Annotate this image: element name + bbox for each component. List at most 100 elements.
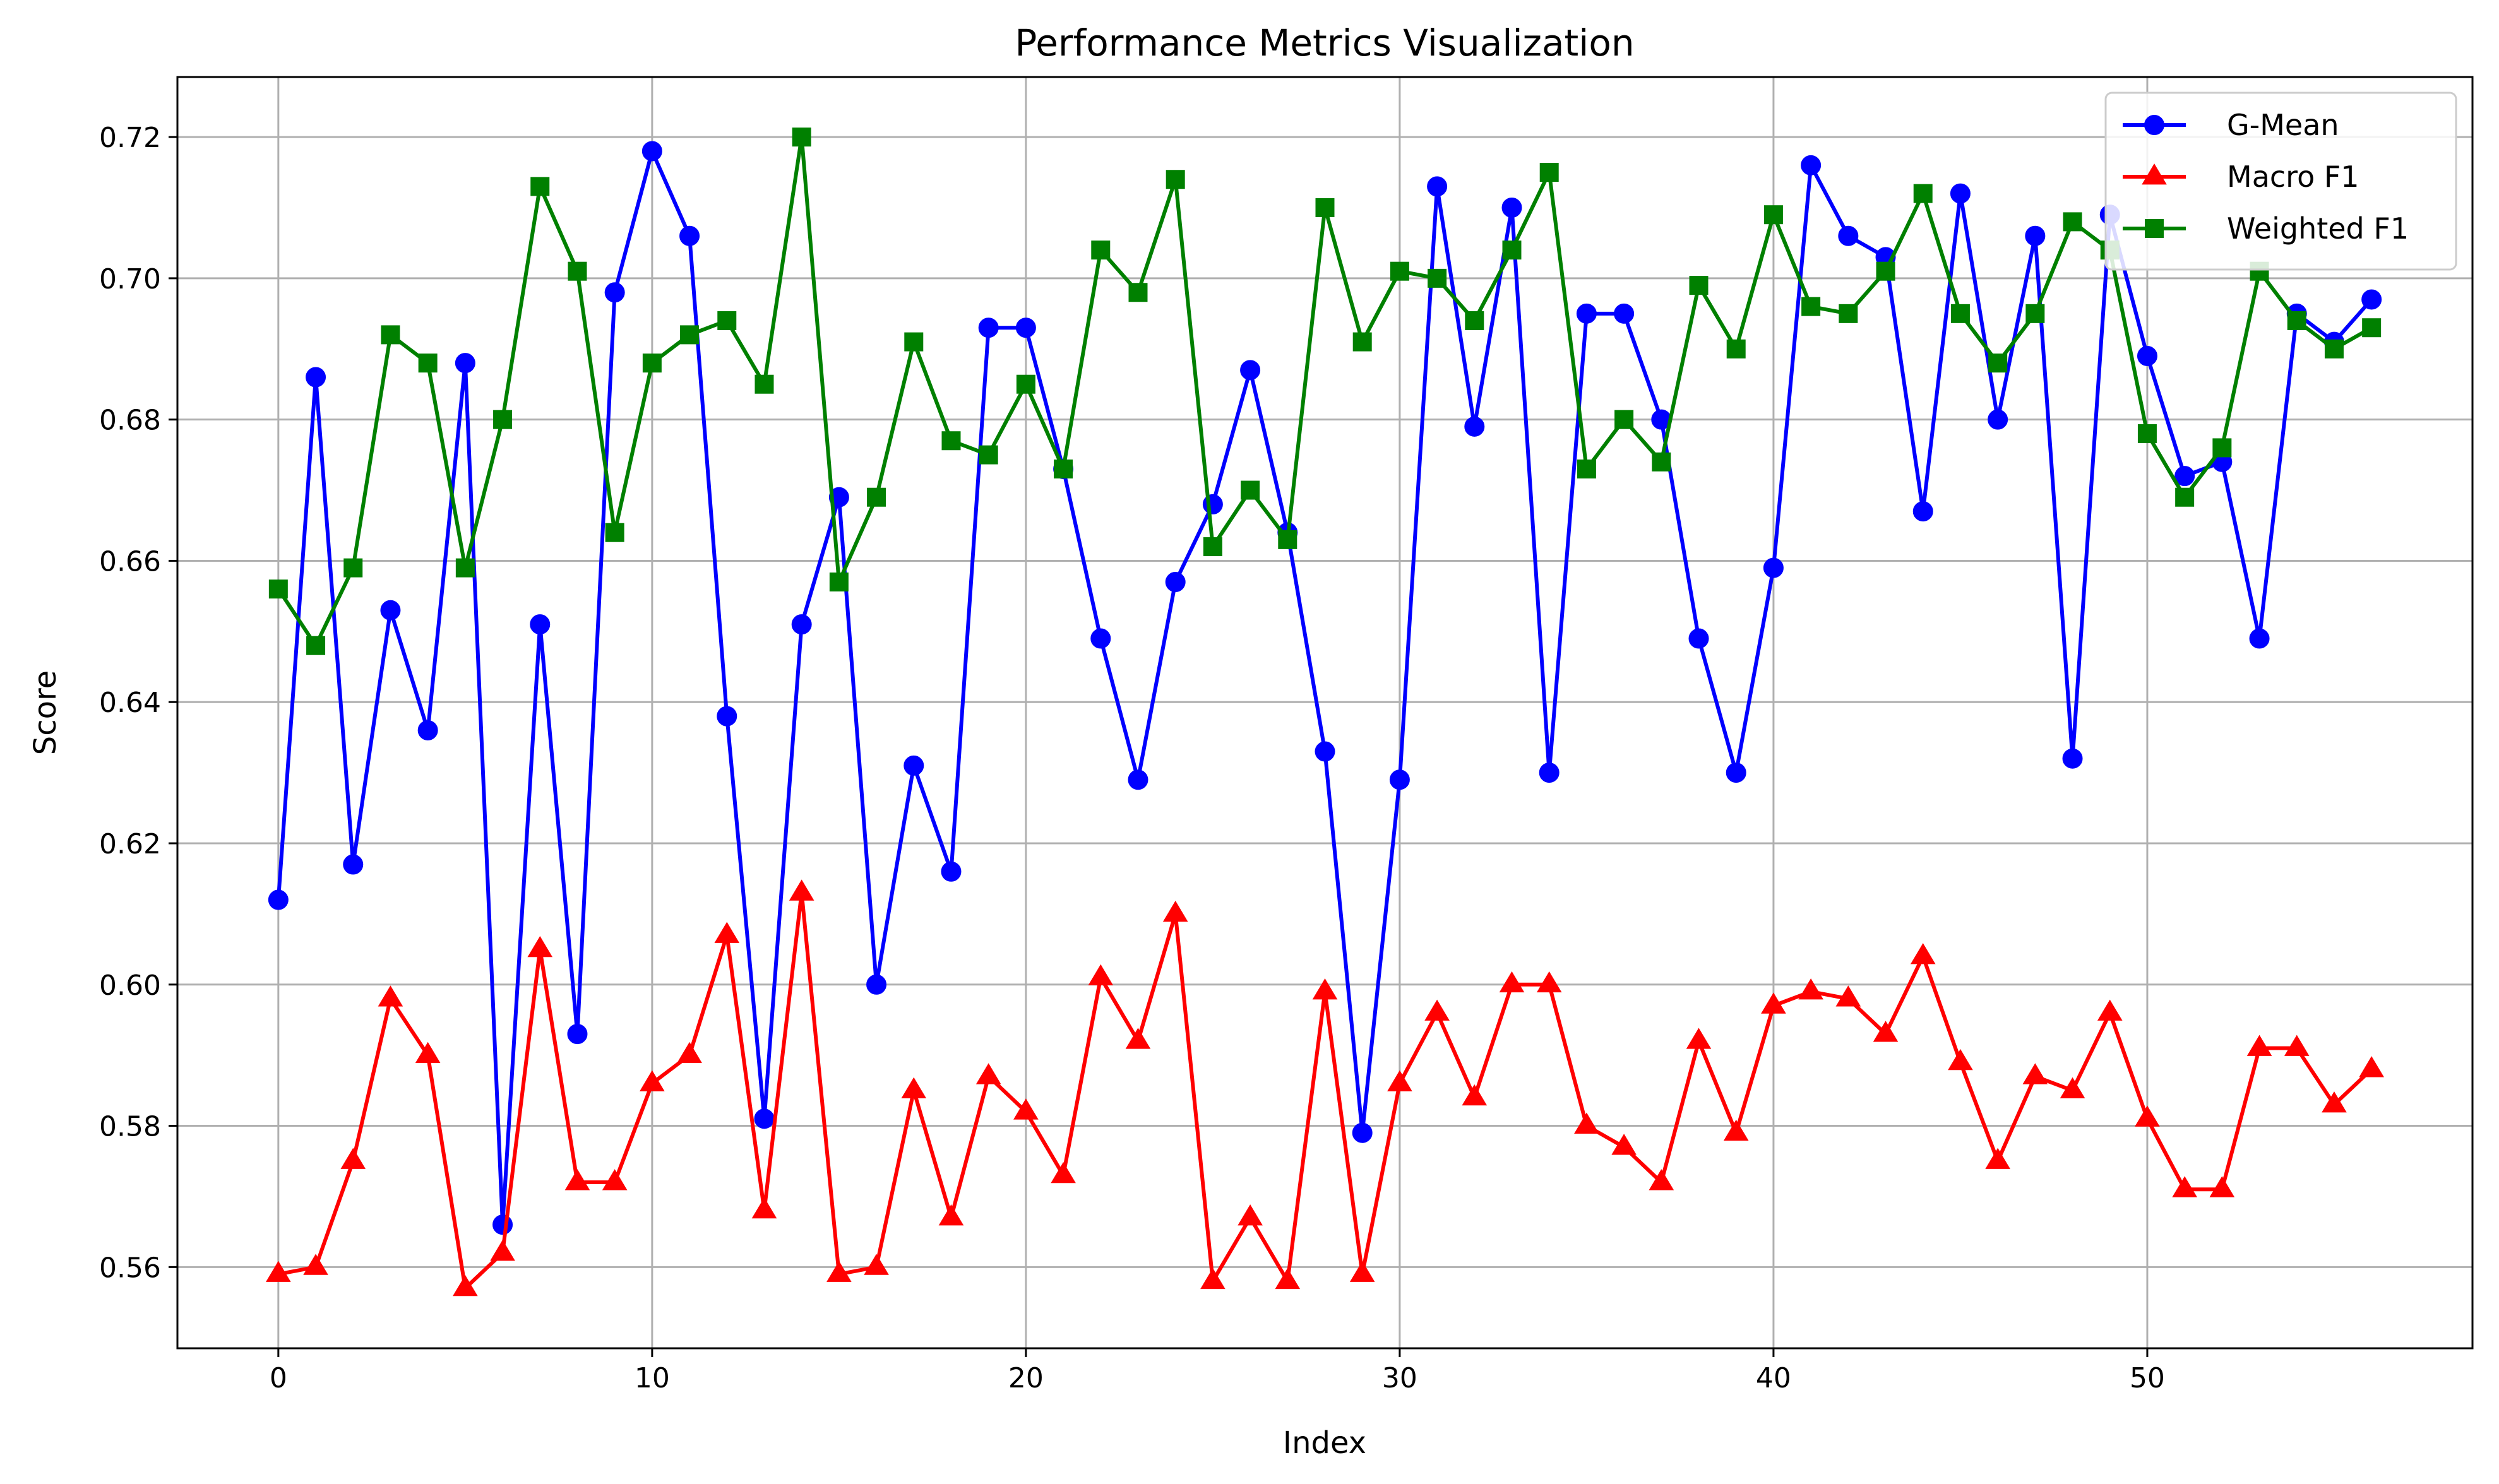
data-point bbox=[1462, 1084, 1488, 1106]
x-tick-label: 40 bbox=[1756, 1362, 1791, 1394]
data-point bbox=[1985, 1148, 2010, 1169]
data-point bbox=[1241, 480, 1260, 500]
legend-marker bbox=[2145, 219, 2164, 238]
data-point bbox=[1166, 170, 1185, 189]
data-point bbox=[938, 1204, 964, 1226]
data-point bbox=[792, 128, 811, 147]
data-point bbox=[455, 558, 475, 578]
series-g-mean bbox=[268, 141, 2382, 1235]
data-point bbox=[1688, 628, 1709, 649]
data-point bbox=[1424, 999, 1450, 1021]
data-point bbox=[530, 614, 551, 635]
data-point bbox=[417, 720, 438, 740]
data-point bbox=[1649, 1169, 1674, 1190]
series-macro-f1 bbox=[266, 879, 2384, 1297]
data-point bbox=[828, 487, 849, 508]
data-point bbox=[941, 431, 961, 451]
data-series bbox=[266, 128, 2384, 1297]
data-point bbox=[567, 1024, 588, 1045]
data-point bbox=[605, 523, 624, 542]
data-point bbox=[2097, 999, 2123, 1021]
data-point bbox=[268, 579, 288, 599]
data-point bbox=[1798, 978, 1823, 1000]
data-point bbox=[904, 755, 924, 776]
data-point bbox=[303, 1254, 328, 1275]
data-point bbox=[1761, 992, 1786, 1014]
data-point bbox=[1315, 741, 1335, 762]
x-tick-label: 20 bbox=[1008, 1362, 1044, 1394]
data-point bbox=[493, 410, 513, 429]
data-point bbox=[1763, 557, 1784, 578]
data-point bbox=[380, 600, 401, 620]
x-tick-label: 30 bbox=[1382, 1362, 1417, 1394]
data-point bbox=[1240, 360, 1261, 381]
data-point bbox=[1088, 964, 1114, 985]
data-point bbox=[754, 374, 774, 394]
data-point bbox=[1128, 769, 1148, 790]
data-point bbox=[2135, 1105, 2160, 1127]
legend: G-Mean Macro F1 Weighted F1 bbox=[2104, 92, 2457, 271]
data-point bbox=[1165, 572, 1186, 593]
data-point bbox=[1428, 268, 1447, 288]
data-point bbox=[1464, 416, 1485, 437]
data-point bbox=[1387, 1070, 1412, 1091]
data-point bbox=[1502, 240, 1522, 260]
data-point bbox=[1016, 374, 1035, 394]
data-point bbox=[866, 974, 887, 995]
data-point bbox=[1278, 530, 1297, 549]
data-point bbox=[679, 225, 700, 246]
data-point bbox=[1801, 155, 1822, 175]
data-point bbox=[415, 1042, 441, 1064]
data-point bbox=[2137, 424, 2157, 444]
data-point bbox=[754, 1108, 775, 1129]
y-tick-label: 0.62 bbox=[99, 828, 161, 860]
data-point bbox=[568, 261, 587, 281]
data-point bbox=[978, 318, 999, 338]
x-axis-label: Index bbox=[1283, 1425, 1366, 1461]
data-point bbox=[1090, 628, 1111, 649]
data-point bbox=[1238, 1204, 1263, 1226]
data-point bbox=[680, 325, 700, 345]
data-point bbox=[490, 1239, 515, 1261]
data-point bbox=[2212, 438, 2232, 458]
y-tick-label: 0.68 bbox=[99, 405, 161, 437]
data-point bbox=[602, 1169, 628, 1190]
data-point bbox=[1913, 184, 1933, 203]
data-point bbox=[1652, 452, 1671, 472]
data-point bbox=[1390, 261, 1409, 281]
x-axis-ticks: 0 10 20 30 40 50 bbox=[270, 1348, 2165, 1394]
data-point bbox=[1950, 183, 1971, 204]
x-tick-label: 10 bbox=[635, 1362, 670, 1394]
data-point bbox=[1200, 1267, 1226, 1290]
data-point bbox=[453, 1274, 478, 1297]
data-point bbox=[1910, 943, 1936, 965]
data-point bbox=[1352, 1122, 1373, 1143]
data-point bbox=[1352, 332, 1372, 352]
data-point bbox=[1312, 978, 1338, 1000]
data-point bbox=[1876, 261, 1895, 281]
data-point bbox=[1801, 297, 1821, 316]
data-point bbox=[1873, 1021, 1899, 1042]
y-axis-label: Score bbox=[28, 670, 63, 755]
data-point bbox=[1091, 240, 1111, 260]
data-point bbox=[1726, 339, 1746, 359]
data-point bbox=[1726, 763, 1746, 783]
data-point bbox=[1162, 900, 1188, 922]
data-point bbox=[2362, 318, 2382, 338]
data-point bbox=[2060, 1077, 2085, 1099]
data-point bbox=[1614, 303, 1635, 324]
data-point bbox=[527, 935, 553, 958]
data-point bbox=[1689, 276, 1709, 295]
plot-area-frame bbox=[176, 76, 2474, 1350]
data-point bbox=[1389, 769, 1410, 790]
data-point bbox=[1501, 197, 1522, 218]
data-point bbox=[2284, 1035, 2310, 1056]
data-point bbox=[1427, 176, 1448, 197]
data-point bbox=[343, 558, 363, 578]
data-point bbox=[791, 614, 812, 635]
data-point bbox=[677, 1042, 702, 1064]
data-point bbox=[2175, 487, 2195, 507]
y-tick-label: 0.66 bbox=[99, 545, 161, 578]
x-tick-label: 0 bbox=[270, 1362, 287, 1394]
data-point bbox=[1988, 353, 2008, 373]
